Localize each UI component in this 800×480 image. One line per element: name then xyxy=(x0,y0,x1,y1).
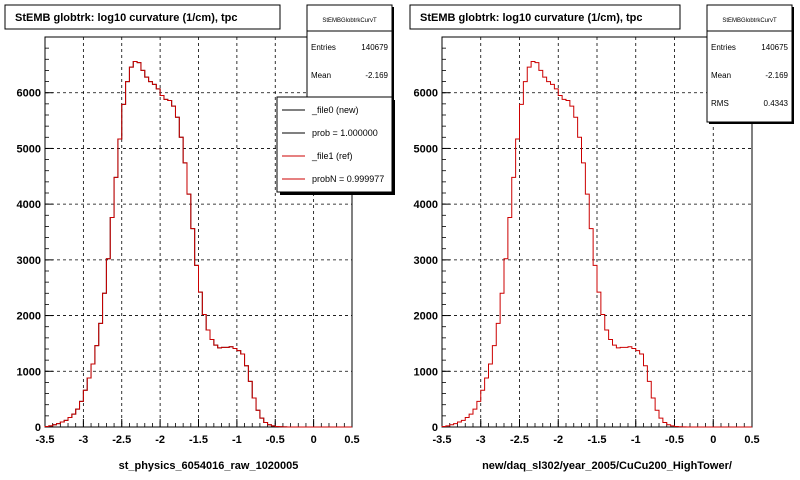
x-tick-label: 0.5 xyxy=(744,434,759,446)
x-tick-label: -0.5 xyxy=(665,434,684,446)
histogram-series-1 xyxy=(441,61,752,428)
legend-box xyxy=(276,96,393,193)
stats-label: Mean xyxy=(311,71,331,80)
y-tick-label: 6000 xyxy=(17,88,41,100)
stats-value: -2.169 xyxy=(765,71,788,80)
legend-entry: _file1 (ref) xyxy=(311,151,353,161)
y-tick-label: 0 xyxy=(432,422,438,434)
stats-value: 0.4343 xyxy=(764,99,789,108)
histogram-panel-1: -3.5 -3 -2.5 -2 -1.5 -1 -0.5 0 0.5 0 1000 2000 3000 4… xyxy=(4,4,395,472)
x-tick-label: 0 xyxy=(311,434,317,446)
x-tick-label: 0 xyxy=(710,434,716,446)
x-tick-label: -1.5 xyxy=(189,434,208,446)
x-tick-label: -3.5 xyxy=(433,434,452,446)
y-tick-label: 5000 xyxy=(17,143,41,155)
x-tick-label: -3.5 xyxy=(36,434,55,446)
chart-title: StEMB globtrk: log10 curvature (1/cm), t… xyxy=(15,12,237,24)
y-tick-label: 3000 xyxy=(17,255,41,267)
y-tick-label: 6000 xyxy=(414,88,438,100)
x-tick-label: -2 xyxy=(155,434,165,446)
stats-box xyxy=(306,4,393,101)
x-axis-label: new/daq_sl302/year_2005/CuCu200_HighTowe… xyxy=(482,460,732,472)
stats-name: StEMBGlobtrkCurvT xyxy=(322,18,377,24)
y-tick-label: 5000 xyxy=(414,143,438,155)
title-box xyxy=(4,4,281,30)
x-axis-label: st_physics_6054016_raw_1020005 xyxy=(119,460,299,472)
legend-entry: prob = 1.000000 xyxy=(312,128,378,138)
stats-label: Entries xyxy=(711,43,736,52)
y-tick-label: 4000 xyxy=(17,199,41,211)
y-tick-label: 2000 xyxy=(414,311,438,323)
x-tick-label: -3 xyxy=(476,434,486,446)
histogram-panel-2: -3.5 -3 -2.5 -2 -1.5 -1 -0.5 0 0.5 0 1000 2000 3000 4… xyxy=(409,4,794,472)
y-tick-label: 1000 xyxy=(414,366,438,378)
x-tick-label: 0.5 xyxy=(344,434,359,446)
stats-name: StEMBGlobtrkCurvT xyxy=(722,18,777,24)
x-tick-label: -1 xyxy=(232,434,242,446)
stats-value: -2.169 xyxy=(365,71,388,80)
chart-title: StEMB globtrk: log10 curvature (1/cm), t… xyxy=(420,12,642,24)
x-tick-label: -0.5 xyxy=(266,434,285,446)
y-tick-label: 1000 xyxy=(17,366,41,378)
y-tick-label: 4000 xyxy=(414,199,438,211)
legend-entry: probN = 0.999977 xyxy=(312,174,384,184)
y-tick-label: 3000 xyxy=(414,255,438,267)
stats-value: 140675 xyxy=(761,43,788,52)
histogram-series-2 xyxy=(44,61,352,428)
x-tick-label: -2 xyxy=(553,434,563,446)
x-tick-label: -3 xyxy=(78,434,88,446)
stats-value: 140679 xyxy=(361,43,388,52)
y-tick-label: 2000 xyxy=(17,311,41,323)
y-tick-label: 0 xyxy=(35,422,41,434)
title-box xyxy=(409,4,681,30)
stats-label: Entries xyxy=(311,43,336,52)
x-tick-label: -1 xyxy=(631,434,641,446)
stats-label: Mean xyxy=(711,71,731,80)
stats-box xyxy=(706,4,793,123)
x-tick-label: -2.5 xyxy=(112,434,131,446)
stats-label: RMS xyxy=(711,99,729,108)
legend-entry: _file0 (new) xyxy=(311,105,359,115)
x-tick-label: -1.5 xyxy=(588,434,607,446)
x-tick-label: -2.5 xyxy=(510,434,529,446)
